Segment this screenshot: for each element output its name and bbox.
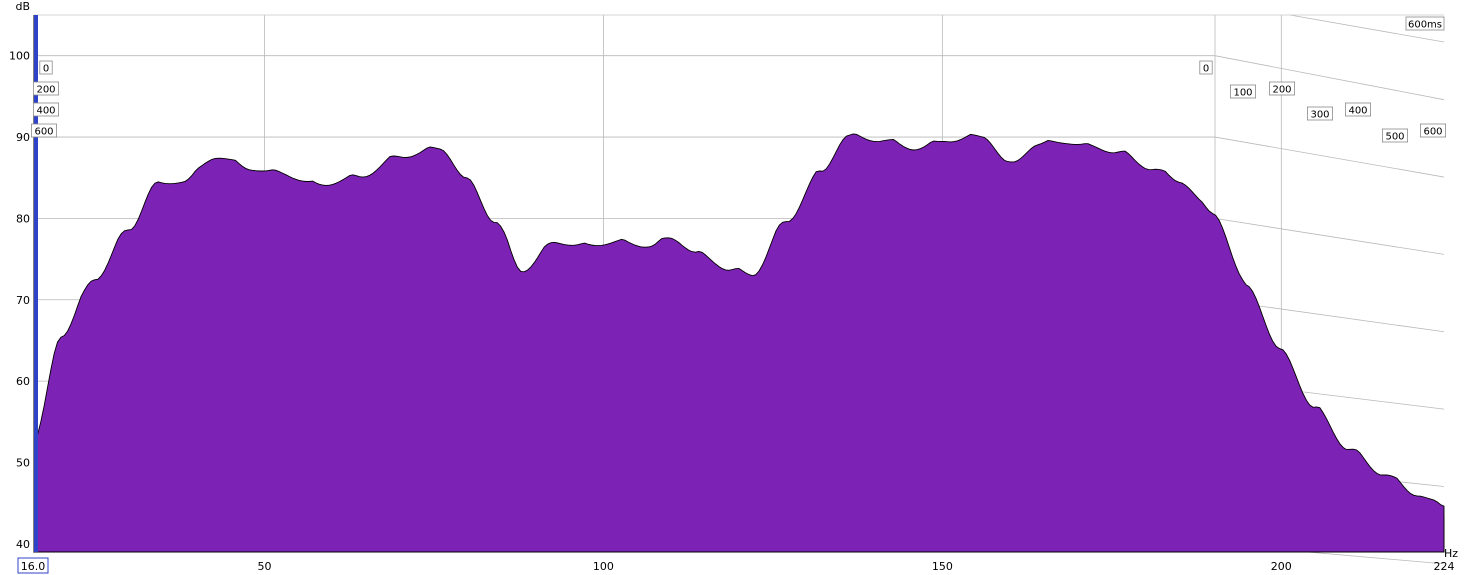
time-tick-right-box	[1269, 81, 1296, 96]
y-tick-label: 50	[16, 457, 30, 470]
time-tick-left: 0	[43, 64, 49, 75]
time-end-label-box	[1405, 16, 1445, 31]
time-tick-left: 400	[36, 106, 55, 117]
perspective-line	[1289, 14, 1445, 43]
time-tick-right-box	[1345, 102, 1372, 117]
time-tick-right-box	[1420, 123, 1447, 138]
x-end-label: 224	[1434, 560, 1455, 573]
time-tick-left-box	[30, 123, 58, 138]
time-tick-right-box	[1230, 84, 1257, 99]
y-tick-label: 70	[16, 294, 30, 307]
y-unit-label: dB	[15, 0, 30, 13]
y-tick-label: 40	[16, 538, 30, 551]
y-tick-label: 100	[9, 50, 30, 63]
waterfall-slice	[33, 133, 1445, 553]
waterfall-slices	[32, 133, 1445, 553]
time-tick-right: 0	[1203, 64, 1209, 75]
perspective-line	[1214, 55, 1445, 101]
time-tick-right-box	[1382, 128, 1409, 143]
time-tick-right: 100	[1233, 88, 1252, 99]
perspective-line	[1214, 218, 1445, 255]
x-unit-label: Hz	[1444, 547, 1458, 560]
time-cursor-bar	[34, 15, 38, 552]
y-tick-label: 90	[16, 131, 30, 144]
time-tick-right: 400	[1348, 106, 1367, 117]
time-tick-right-box	[1307, 106, 1334, 121]
x-tick-label: 150	[932, 560, 953, 573]
time-tick-left: 200	[36, 85, 55, 96]
x-tick-label: 200	[1271, 560, 1292, 573]
x-tick-label: 50	[257, 560, 271, 573]
time-tick-right: 600	[1423, 127, 1442, 138]
time-tick-left: 600	[34, 127, 53, 138]
time-end-label: 600ms	[1408, 20, 1442, 31]
time-tick-right-box	[1199, 60, 1213, 75]
axis-labels: 0 200 400 600 0 100 200 300 400 500 600 600ms 40 50 60…	[9, 0, 1458, 574]
x-tick-label: 100	[593, 560, 614, 573]
y-tick-label: 80	[16, 212, 30, 225]
x-start-label: 16.0	[21, 560, 46, 573]
time-tick-left-box	[33, 81, 60, 96]
time-tick-right: 200	[1272, 85, 1291, 96]
time-tick-right: 500	[1385, 132, 1404, 143]
time-tick-left-box	[33, 102, 60, 117]
perspective-line	[1214, 136, 1445, 178]
time-tick-left-box	[39, 60, 53, 75]
axes	[33, 14, 1444, 553]
x-start-box	[17, 557, 49, 574]
time-tick-right: 300	[1310, 110, 1329, 121]
y-tick-label: 60	[16, 375, 30, 388]
